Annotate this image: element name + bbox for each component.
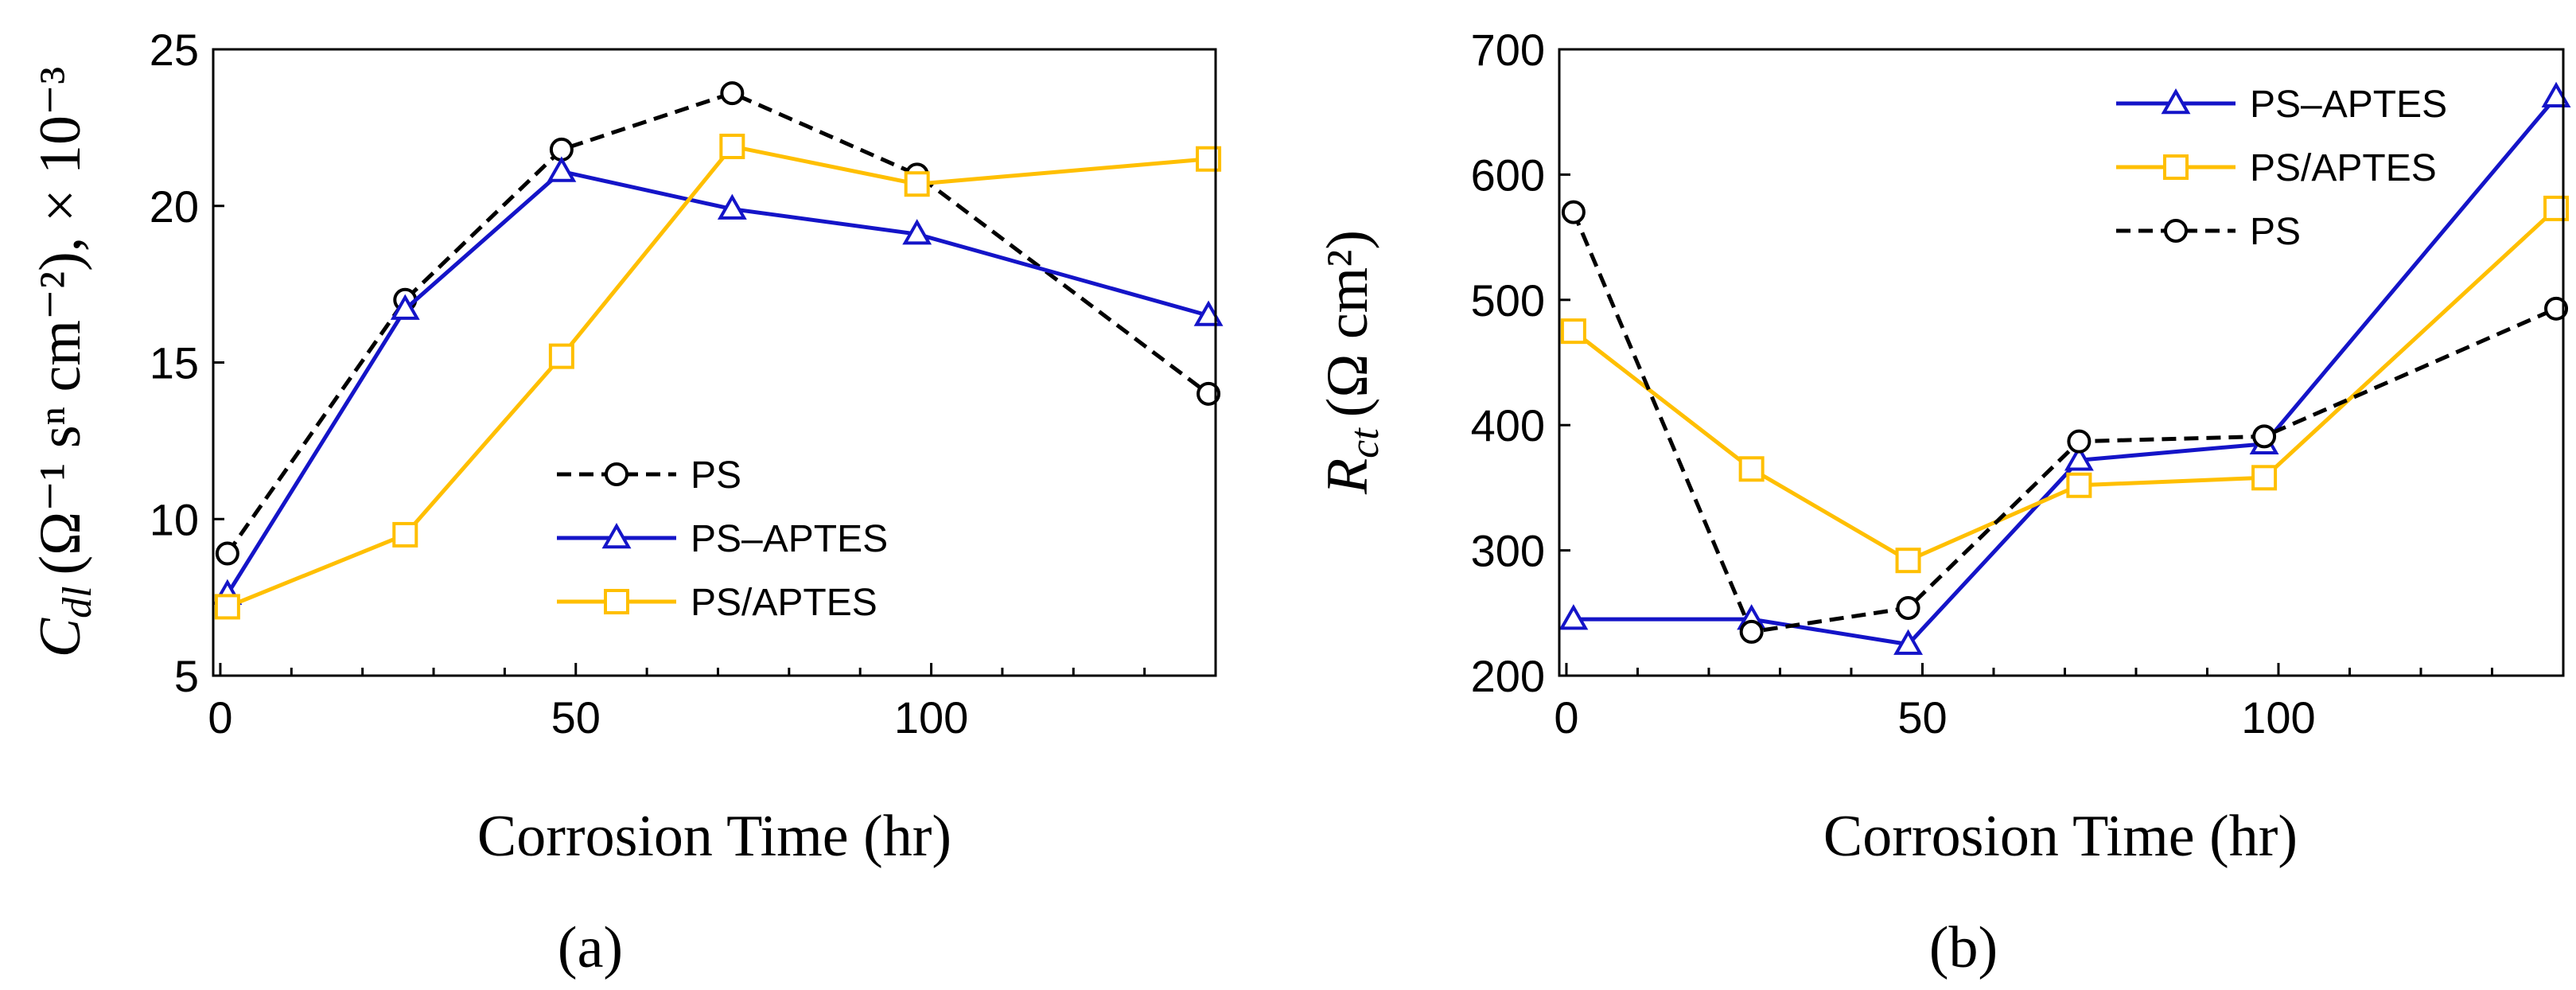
panel-b-point-ps-aptes: [2064, 445, 2094, 471]
panel-a-y-tick-label: 5: [174, 651, 199, 701]
panel-b-legend-marker: [2161, 88, 2191, 115]
panel-a-legend-label: PS/APTES: [691, 582, 877, 624]
panel-a-y-tick-label: 20: [150, 181, 199, 232]
panel-a-y-units: (Ω⁻¹ sⁿ cm⁻²), × 10⁻³: [28, 67, 93, 575]
panel-b-y-tick-label: 700: [1471, 25, 1545, 75]
panel-b-point-ps-aptes: [2066, 472, 2092, 498]
panel-b-point-ps-aptes: [1738, 456, 1765, 482]
panel-a-legend-item: PS/APTES: [557, 582, 877, 624]
panel-a-point-ps: [720, 81, 745, 106]
panel-b-plot-frame: [1558, 48, 2565, 677]
panel-b-point-ps: [1561, 200, 1586, 224]
panel-b-legend-marker: [2164, 219, 2188, 243]
panel-a-ticks: 0 50 100 5 10 15 20 25: [150, 25, 1217, 742]
panel-b-y-subscript: ct: [1342, 427, 1387, 458]
panel-a-x-tick-label: 100: [894, 692, 968, 742]
panel-a-y-tick-label: 15: [150, 338, 199, 388]
panel-b-y-symbol: R: [1315, 458, 1380, 495]
panel-b-y-tick-label: 400: [1471, 400, 1545, 450]
panel-a-point-ps-aptes: [390, 294, 420, 320]
panel-b-chart: 0 50 100 200 300 400 500 600 700 PS–APTES PS/APTE…: [1315, 25, 2571, 980]
panel-a-point-ps: [215, 541, 239, 566]
panel-a-y-axis-label: Cdl (Ω⁻¹ sⁿ cm⁻²), × 10⁻³: [28, 67, 100, 658]
panel-b-series-ps-aptes: [1560, 195, 2570, 574]
panel-b-line-ps-aptes: [1572, 207, 2558, 563]
panel-b-x-tick-label: 0: [1554, 692, 1578, 742]
panel-b-point-ps: [2067, 429, 2092, 454]
panel-a-y-tick-label: 25: [150, 25, 199, 75]
panel-b-point-ps: [1896, 596, 1920, 621]
panel-a-legend: PS PS–APTES PS/APTES: [557, 454, 888, 624]
panel-a-line-ps-aptes: [226, 144, 1209, 609]
panel-a-legend-marker: [604, 589, 629, 614]
panel-b-y-axis-label: Rct (Ω cm²): [1315, 230, 1387, 495]
panel-a-y-symbol: C: [28, 617, 93, 657]
panel-a-legend-item: PS–APTES: [557, 518, 888, 560]
panel-a-point-ps-aptes: [904, 171, 930, 197]
panel-b-label: (b): [1929, 915, 1998, 980]
panel-b-legend: PS–APTES PS/APTES PS: [2116, 84, 2447, 253]
panel-a-series: [212, 81, 1224, 620]
panel-b-y-tick-label: 300: [1471, 526, 1545, 576]
panel-a-point-ps-aptes: [548, 343, 574, 369]
panel-b-series-ps: [1561, 200, 2569, 644]
panel-b-point-ps-aptes: [1560, 318, 1586, 345]
panel-a-x-tick-label: 0: [208, 692, 232, 742]
panel-b-y-tick-label: 600: [1471, 150, 1545, 200]
panel-b-point-ps: [2252, 424, 2277, 449]
panel-a-line-ps: [225, 91, 1210, 555]
panel-b-series: [1558, 81, 2571, 655]
panel-a-line-ps-aptes: [225, 169, 1209, 596]
panel-a-chart: 0 50 100 5 10 15 20 25 PS PS–APTES PS/APTES Cdl (Ω…: [28, 25, 1224, 980]
panel-b-legend-label: PS: [2250, 211, 2301, 253]
panel-b-x-axis-label: Corrosion Time (hr): [1823, 804, 2298, 869]
panel-a-legend-label: PS: [691, 454, 741, 497]
panel-b-line-ps-aptes: [1573, 95, 2558, 647]
panel-b-legend-label: PS/APTES: [2250, 147, 2437, 189]
panel-a-x-tick-label: 50: [551, 692, 601, 742]
panel-a-label: (a): [558, 915, 623, 980]
panel-b-line-ps: [1571, 211, 2558, 634]
panel-a-point-ps-aptes: [902, 219, 932, 245]
panel-b-legend-item: PS–APTES: [2116, 84, 2447, 126]
panel-a-point-ps-aptes: [214, 594, 240, 620]
panel-a-legend-label: PS–APTES: [691, 518, 888, 560]
panel-b-point-ps-aptes: [2251, 465, 2278, 491]
panel-a-legend-marker: [605, 462, 628, 486]
panel-b-y-units: (Ω cm²): [1315, 230, 1380, 417]
panel-a-legend-marker: [601, 522, 632, 549]
panel-a-point-ps-aptes: [547, 156, 577, 182]
panel-b-legend-item: PS: [2116, 211, 2301, 253]
panel-b-point-ps-aptes: [2541, 81, 2571, 108]
panel-a-point-ps-aptes: [392, 521, 418, 548]
panel-a-y-tick-label: 10: [150, 494, 199, 544]
panel-b-point-ps-aptes: [1893, 629, 1924, 655]
panel-b-x-tick-label: 100: [2241, 692, 2315, 742]
panel-b-point-ps-aptes: [1895, 548, 1921, 574]
panel-a-series-ps-aptes: [214, 133, 1222, 620]
panel-b-ticks: 0 50 100 200 300 400 500 600 700: [1471, 25, 2565, 742]
panel-b-legend-label: PS–APTES: [2250, 84, 2447, 126]
panel-b-point-ps: [1739, 619, 1764, 644]
panel-a-point-ps-aptes: [717, 193, 747, 220]
panel-b-legend-marker: [2163, 154, 2189, 180]
panel-b-point-ps: [2544, 296, 2569, 321]
panel-a-point-ps: [1197, 381, 1221, 406]
panel-b-x-tick-label: 50: [1897, 692, 1947, 742]
panel-b-y-tick-label: 500: [1471, 275, 1545, 325]
panel-b-point-ps-aptes: [1558, 604, 1589, 630]
panel-b-legend-item: PS/APTES: [2116, 147, 2437, 189]
panel-a-y-subscript: dl: [55, 586, 100, 618]
panel-a-point-ps-aptes: [719, 133, 745, 159]
panel-a-legend-item: PS: [557, 454, 741, 497]
panel-a-x-axis-label: Corrosion Time (hr): [477, 804, 951, 869]
panel-b-y-tick-label: 200: [1471, 651, 1545, 701]
